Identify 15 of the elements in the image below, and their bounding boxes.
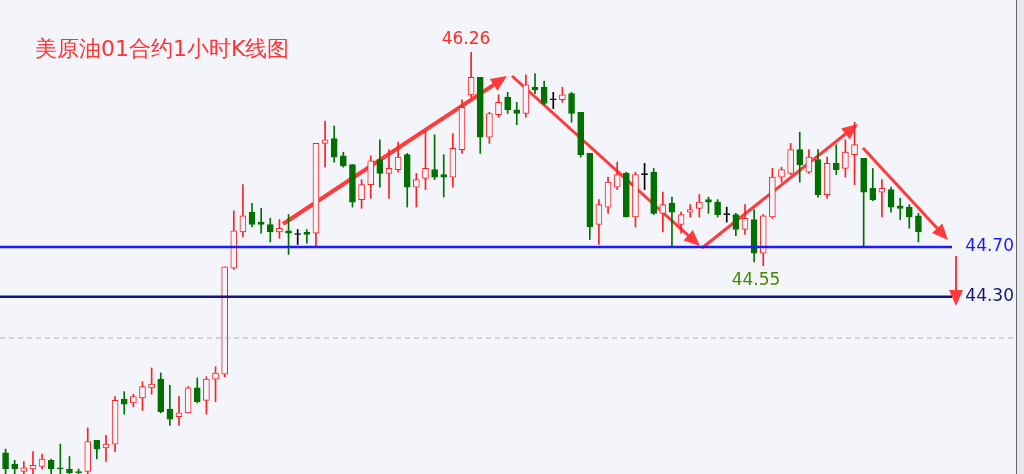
candlestick: [440, 154, 448, 198]
candlestick: [659, 191, 667, 233]
candlestick: [303, 229, 311, 244]
annotation: 44.55: [731, 268, 781, 289]
candlestick: [513, 101, 521, 126]
text: 美原油01合约1小时K线图: [35, 35, 290, 63]
y-tick-label: 44.70: [965, 235, 1014, 256]
candlestick: [832, 144, 840, 175]
candlestick: [321, 120, 329, 168]
candlestick: [549, 91, 557, 109]
candlestick: [686, 204, 694, 218]
annotation: 46.26: [441, 27, 491, 48]
candlestick: [896, 198, 904, 220]
y-tick-label: 44.30: [965, 285, 1014, 306]
candlestick: [385, 149, 393, 199]
